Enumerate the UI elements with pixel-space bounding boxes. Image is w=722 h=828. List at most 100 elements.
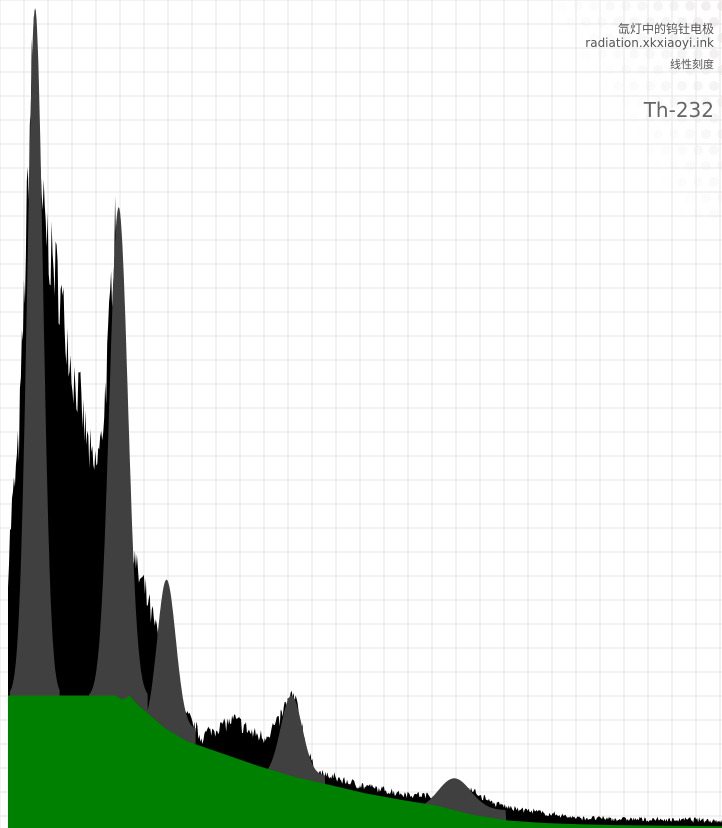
watermark-dot [709,17,719,27]
watermark-dot [629,17,639,27]
watermark-dot [701,1,711,11]
watermark-dot [645,145,655,155]
watermark-dot [717,161,722,171]
watermark-dot [621,1,631,11]
watermark-dot [709,81,719,91]
watermark-dot [613,81,623,91]
watermark-dot [645,81,655,91]
watermark-dot [629,81,639,91]
watermark-dot [597,81,607,91]
scale-label: 线性刻度 [670,58,714,71]
watermark-dot [589,65,599,75]
watermark-dot [693,177,703,187]
watermark-dot [661,113,671,123]
watermark-dot [637,33,647,43]
watermark-dot [717,1,722,11]
watermark-dot [685,65,695,75]
watermark-dot [709,113,719,123]
watermark-dot [581,49,591,59]
watermark-dot [541,1,551,11]
watermark-dot [677,17,687,27]
watermark-dot [557,1,567,11]
watermark-dot [701,65,711,75]
watermark-dot-pattern [541,1,722,219]
watermark-dot [693,209,703,219]
watermark-dot [693,17,703,27]
watermark-dot [717,129,722,139]
watermark-dot [653,33,663,43]
watermark-dot [605,65,615,75]
peak-1 [10,8,61,828]
watermark-dot [661,177,671,187]
watermark-dot [685,193,695,203]
watermark-dot [597,17,607,27]
watermark-dot [677,81,687,91]
watermark-dot [701,33,711,43]
watermark-dot [693,145,703,155]
watermark-dot [701,129,711,139]
watermark-dot [685,97,695,107]
watermark-dot [685,129,695,139]
watermark-dot [717,97,722,107]
watermark-dot [613,49,623,59]
continuum-series [8,695,722,828]
watermark-dot [717,65,722,75]
watermark-dot [653,1,663,11]
watermark-dot [597,49,607,59]
watermark-dot [637,97,647,107]
watermark-dot [629,49,639,59]
watermark-dot [605,33,615,43]
watermark-dot [669,1,679,11]
watermark-dot [637,65,647,75]
watermark-dot [637,129,647,139]
watermark-title: 氙灯中的钨钍电极 [617,22,714,36]
watermark-dot [613,17,623,27]
watermark-dot [629,113,639,123]
watermark-dot [669,193,679,203]
watermark-dot [701,97,711,107]
watermark-dot [661,145,671,155]
peak-2 [89,207,149,828]
watermark-dot [605,97,615,107]
watermark-dot [669,33,679,43]
watermark-dot [685,1,695,11]
watermark-dot [653,161,663,171]
watermark-url: radiation.xkxiaoyi.ink [585,36,714,50]
watermark-dot [613,113,623,123]
watermark-dot [701,193,711,203]
watermark-dot [589,33,599,43]
watermark-dot [661,81,671,91]
watermark-dot [669,129,679,139]
watermark-dot [677,113,687,123]
watermark-dot [677,145,687,155]
watermark-dot [565,49,575,59]
watermark-dot [549,17,559,27]
watermark-dot [645,113,655,123]
watermark-dot [645,49,655,59]
watermark-dot [621,33,631,43]
watermark-dot [637,1,647,11]
watermark-dot [693,49,703,59]
watermark-dot [661,49,671,59]
watermark-dot [621,65,631,75]
watermark-dot [709,49,719,59]
watermark-dot [709,145,719,155]
watermark-dot [629,145,639,155]
watermark-dot [693,81,703,91]
watermark-dot [677,209,687,219]
watermark-dot [685,161,695,171]
watermark-dot [669,65,679,75]
watermark-dot [653,97,663,107]
watermark-dot [717,33,722,43]
watermark-dot [661,17,671,27]
watermark-dot [677,49,687,59]
continuum-area [8,695,722,828]
watermark-dot [565,17,575,27]
watermark-dot [653,129,663,139]
watermark-dot [573,1,583,11]
watermark-dot [645,17,655,27]
watermark-dot [717,193,722,203]
watermark-dot [605,1,615,11]
